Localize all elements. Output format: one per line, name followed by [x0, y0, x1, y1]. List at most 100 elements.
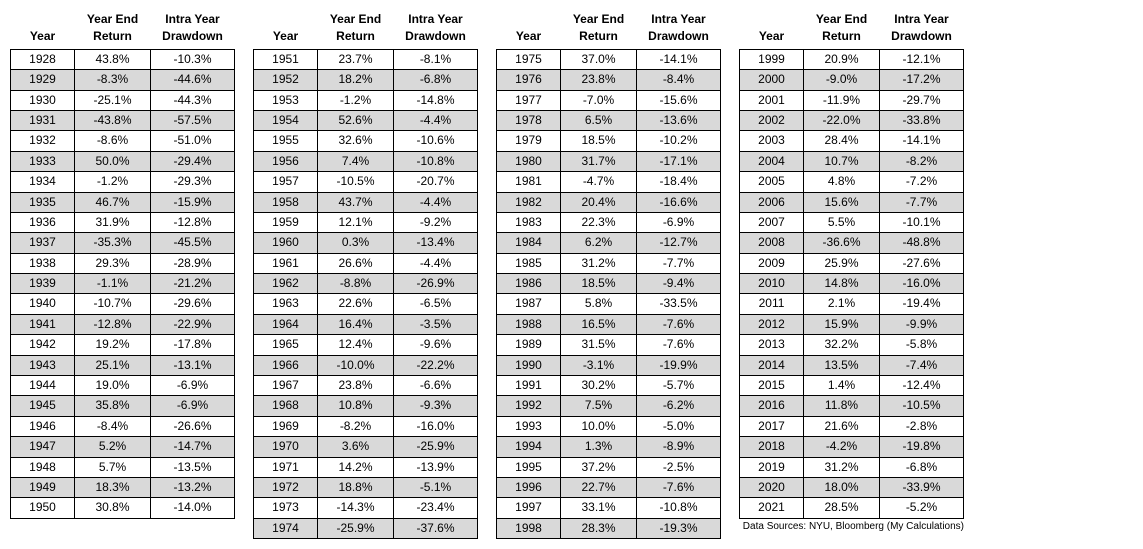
cell-drawdown: -15.6% — [637, 90, 721, 110]
cell-return: 16.4% — [318, 314, 394, 334]
cell-return: -9.0% — [804, 70, 880, 90]
table-row: 1962-8.8%-26.9% — [254, 274, 478, 294]
cell-year: 1965 — [254, 335, 318, 355]
cell-drawdown: -7.7% — [880, 192, 964, 212]
header-year-label: Year — [258, 28, 314, 45]
cell-year: 1982 — [497, 192, 561, 212]
cell-return: 22.7% — [561, 477, 637, 497]
cell-return: -10.0% — [318, 355, 394, 375]
cell-drawdown: -5.0% — [637, 416, 721, 436]
cell-return: 35.8% — [75, 396, 151, 416]
cell-drawdown: -5.1% — [394, 477, 478, 497]
cell-return: 19.2% — [75, 335, 151, 355]
cell-drawdown: -13.6% — [637, 110, 721, 130]
cell-year: 1976 — [497, 70, 561, 90]
cell-return: 14.2% — [318, 457, 394, 477]
cell-drawdown: -19.3% — [637, 518, 721, 538]
cell-drawdown: -29.7% — [880, 90, 964, 110]
table-row: 2001-11.9%-29.7% — [740, 90, 964, 110]
cell-year: 1967 — [254, 376, 318, 396]
cell-drawdown: -26.9% — [394, 274, 478, 294]
table-row: 19567.4%-10.8% — [254, 151, 478, 171]
cell-return: 31.2% — [561, 253, 637, 273]
cell-year: 2008 — [740, 233, 804, 253]
header-drawdown-l1: Intra Year — [884, 11, 960, 28]
cell-drawdown: -10.5% — [880, 396, 964, 416]
cell-year: 1973 — [254, 498, 318, 518]
table-row: 19600.3%-13.4% — [254, 233, 478, 253]
table-row: 19941.3%-8.9% — [497, 437, 721, 457]
cell-year: 1950 — [11, 498, 75, 518]
col-header-return: Year EndReturn — [804, 10, 880, 49]
cell-drawdown: -8.4% — [637, 70, 721, 90]
cell-return: 10.7% — [804, 151, 880, 171]
cell-return: 52.6% — [318, 110, 394, 130]
table-column: YearYear EndReturnIntra YearDrawdown1928… — [10, 10, 235, 519]
table-row: 19846.2%-12.7% — [497, 233, 721, 253]
table-row: 201611.8%-10.5% — [740, 396, 964, 416]
cell-return: -4.7% — [561, 172, 637, 192]
cell-return: 5.7% — [75, 457, 151, 477]
cell-drawdown: -14.1% — [637, 49, 721, 69]
cell-drawdown: -10.8% — [394, 151, 478, 171]
cell-return: 23.8% — [318, 376, 394, 396]
cell-year: 2007 — [740, 212, 804, 232]
table-row: 19475.2%-14.7% — [11, 437, 235, 457]
cell-drawdown: -45.5% — [151, 233, 235, 253]
table-row: 201931.2%-6.8% — [740, 457, 964, 477]
table-row: 198322.3%-6.9% — [497, 212, 721, 232]
cell-return: 15.6% — [804, 192, 880, 212]
cell-year: 1999 — [740, 49, 804, 69]
header-drawdown-l1: Intra Year — [641, 11, 717, 28]
cell-drawdown: -57.5% — [151, 110, 235, 130]
data-sources-footer: Data Sources: NYU, Bloomberg (My Calcula… — [739, 521, 964, 532]
cell-drawdown: -9.4% — [637, 274, 721, 294]
cell-drawdown: -7.2% — [880, 172, 964, 192]
cell-drawdown: -6.9% — [151, 376, 235, 396]
cell-drawdown: -4.4% — [394, 110, 478, 130]
cell-year: 1986 — [497, 274, 561, 294]
cell-year: 1980 — [497, 151, 561, 171]
cell-drawdown: -16.0% — [880, 274, 964, 294]
cell-drawdown: -13.9% — [394, 457, 478, 477]
tables-container: YearYear EndReturnIntra YearDrawdown1928… — [10, 10, 1133, 539]
cell-year: 1962 — [254, 274, 318, 294]
cell-drawdown: -13.4% — [394, 233, 478, 253]
table-row: 198220.4%-16.6% — [497, 192, 721, 212]
table-row: 1953-1.2%-14.8% — [254, 90, 478, 110]
cell-return: 3.6% — [318, 437, 394, 457]
cell-year: 1993 — [497, 416, 561, 436]
cell-drawdown: -5.7% — [637, 376, 721, 396]
cell-return: 28.4% — [804, 131, 880, 151]
cell-return: 15.9% — [804, 314, 880, 334]
cell-return: 12.4% — [318, 335, 394, 355]
table-row: 198931.5%-7.6% — [497, 335, 721, 355]
cell-drawdown: -22.9% — [151, 314, 235, 334]
cell-drawdown: -4.4% — [394, 192, 478, 212]
cell-drawdown: -7.6% — [637, 477, 721, 497]
table-row: 195030.8%-14.0% — [11, 498, 235, 518]
cell-return: 5.8% — [561, 294, 637, 314]
cell-return: 21.6% — [804, 416, 880, 436]
table-row: 19875.8%-33.5% — [497, 294, 721, 314]
cell-return: 18.8% — [318, 477, 394, 497]
table-row: 193631.9%-12.8% — [11, 212, 235, 232]
cell-year: 1981 — [497, 172, 561, 192]
table-row: 1931-43.8%-57.5% — [11, 110, 235, 130]
table-row: 1940-10.7%-29.6% — [11, 294, 235, 314]
cell-year: 1996 — [497, 477, 561, 497]
cell-return: 12.1% — [318, 212, 394, 232]
cell-drawdown: -17.8% — [151, 335, 235, 355]
cell-return: 5.5% — [804, 212, 880, 232]
cell-year: 1978 — [497, 110, 561, 130]
header-year-label: Year — [15, 28, 71, 45]
cell-year: 1946 — [11, 416, 75, 436]
header-return-l1: Year End — [79, 11, 147, 28]
cell-return: -25.1% — [75, 90, 151, 110]
cell-drawdown: -19.8% — [880, 437, 964, 457]
cell-return: -10.7% — [75, 294, 151, 314]
header-drawdown-l2: Drawdown — [398, 28, 474, 45]
cell-return: 6.2% — [561, 233, 637, 253]
table-row: 195452.6%-4.4% — [254, 110, 478, 130]
cell-drawdown: -33.8% — [880, 110, 964, 130]
